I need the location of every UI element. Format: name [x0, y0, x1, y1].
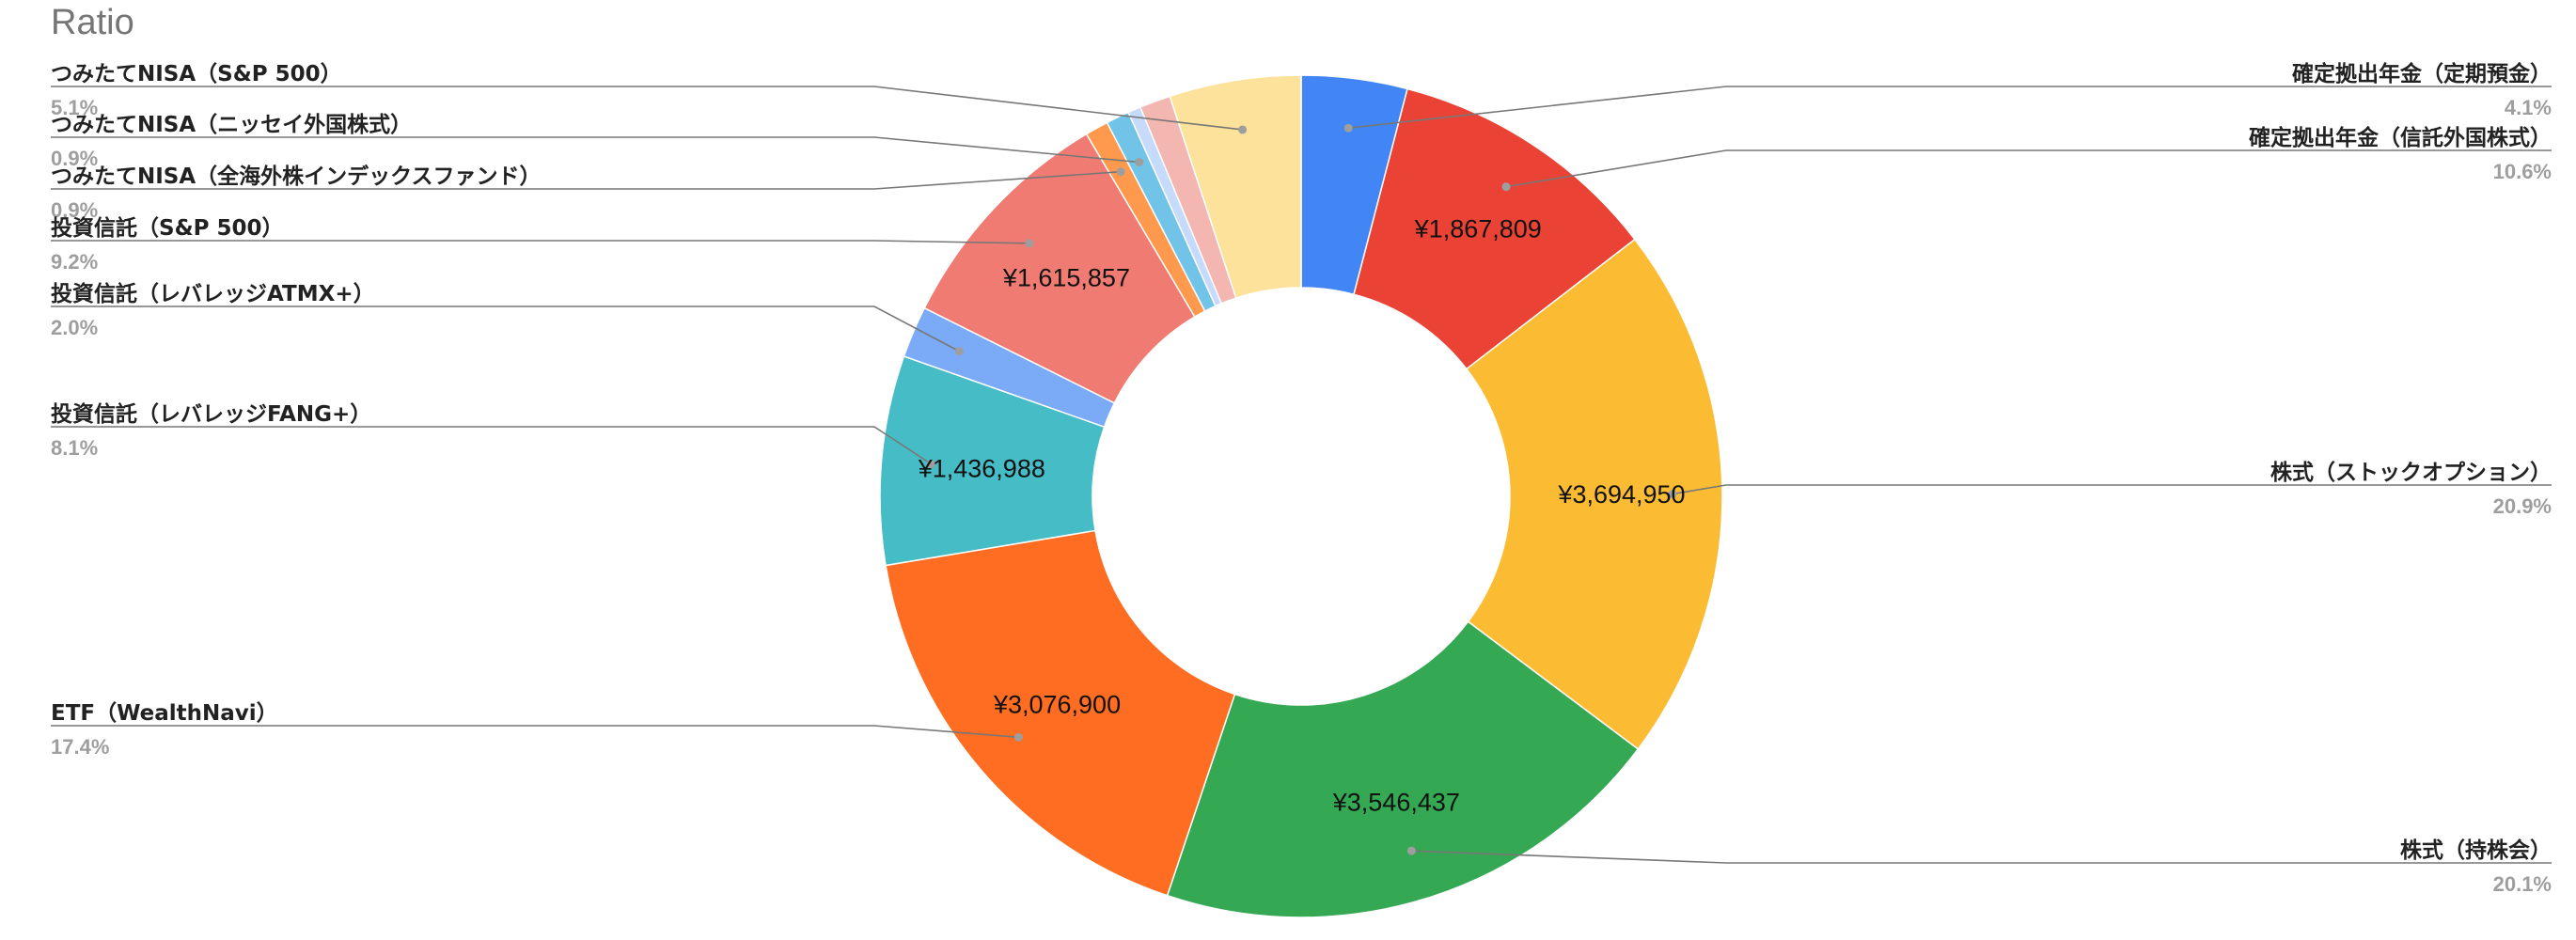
- slice-10-callout-name: つみたてNISA（ニッセイ外国株式）: [51, 112, 412, 137]
- slice-4-callout-name: 株式（持株会）: [2400, 838, 2552, 863]
- slice-10-callout-percent: 0.9%: [51, 147, 98, 170]
- slice-8-callout-name: 投資信託（S&P 500）: [51, 215, 284, 241]
- slice-4-value-label: ¥3,546,437: [1332, 789, 1460, 817]
- slice-8-callout-percent: 9.2%: [51, 250, 98, 274]
- slice-5-callout-percent: 17.4%: [51, 735, 109, 759]
- slice-3-leader-line: [1672, 484, 2552, 495]
- chart-title: Ratio: [51, 3, 134, 42]
- slice-5-value-label: ¥3,076,900: [993, 690, 1121, 718]
- slice-7-leader-line: [51, 306, 960, 352]
- slice-3-callout-name: 株式（ストックオプション）: [2270, 460, 2552, 485]
- slice-2-leader-line: [1505, 149, 2552, 188]
- slice-7-leader-dot: [954, 347, 964, 356]
- slice-1-callout-name: 確定拠出年金（定期預金）: [2292, 61, 2552, 86]
- slice-2-leader-dot: [1501, 182, 1511, 192]
- slice-2-callout-percent: 10.6%: [2493, 160, 2552, 183]
- slice-3: [1465, 238, 1723, 750]
- slice-13: [1169, 74, 1302, 300]
- slice-3-callout-percent: 20.9%: [2493, 494, 2552, 518]
- slice-3-value-label: ¥3,694,950: [1557, 480, 1685, 509]
- slice-10-leader-dot: [1135, 157, 1144, 166]
- slice-13-leader-line: [51, 86, 1243, 131]
- slice-5-callout-name: ETF（WealthNavi）: [51, 700, 278, 726]
- slice-9-leader-dot: [1116, 167, 1125, 177]
- leader-lines-layer: [51, 86, 2552, 864]
- slice-13-callout-name: つみたてNISA（S&P 500）: [51, 61, 342, 86]
- slice-7-callout-percent: 2.0%: [51, 316, 98, 339]
- slice-10-leader-line: [51, 136, 1139, 164]
- slice-2-callout-name: 確定拠出年金（信託外国株式）: [2249, 125, 2552, 150]
- slice-6-value-label: ¥1,436,988: [918, 454, 1045, 482]
- slice-6-callout-name: 投資信託（レバレッジFANG+）: [51, 401, 371, 427]
- slice-4: [1166, 620, 1640, 918]
- slice-13-leader-dot: [1238, 125, 1248, 134]
- slice-8-leader-dot: [1025, 239, 1034, 248]
- slice-2-value-label: ¥1,867,809: [1414, 215, 1542, 243]
- slice-2: [1353, 87, 1636, 370]
- value-labels-layer: ¥1,867,809 ¥3,694,950 ¥3,546,437 ¥3,076,900…: [918, 215, 1686, 817]
- slice-3-leader-dot: [1668, 490, 1677, 499]
- slice-5-leader-line: [51, 725, 1019, 739]
- slice-1-leader-line: [1348, 86, 2552, 130]
- slice-9-callout-name: つみたてNISA（全海外株インデックスファンド）: [51, 164, 541, 189]
- slice-13-callout-percent: 5.1%: [51, 96, 98, 119]
- slice-9-leader-line: [51, 170, 1122, 190]
- slice-8-value-label: ¥1,615,857: [1002, 264, 1130, 292]
- slice-7-callout-name: 投資信託（レバレッジATMX+）: [51, 281, 375, 306]
- callout-labels-layer: つみたてNISA（S&P 500） 5.1%つみたてNISA（ニッセイ外国株式） 0…: [51, 61, 2552, 896]
- slice-6-callout-percent: 8.1%: [51, 436, 98, 460]
- slices-layer: [879, 74, 1723, 918]
- slice-5-leader-dot: [1013, 732, 1023, 742]
- slice-5: [885, 529, 1236, 897]
- slice-4-callout-percent: 20.1%: [2493, 872, 2552, 896]
- slice-6-leader-line: [51, 426, 932, 465]
- slice-8-leader-line: [51, 240, 1029, 244]
- slice-6-leader-dot: [926, 460, 935, 469]
- slice-4-leader-dot: [1406, 846, 1416, 855]
- slice-1-leader-dot: [1343, 123, 1353, 133]
- slice-1-callout-percent: 4.1%: [2505, 96, 2552, 119]
- slice-4-leader-line: [1411, 850, 2552, 864]
- slice-9-callout-percent: 0.9%: [51, 198, 98, 222]
